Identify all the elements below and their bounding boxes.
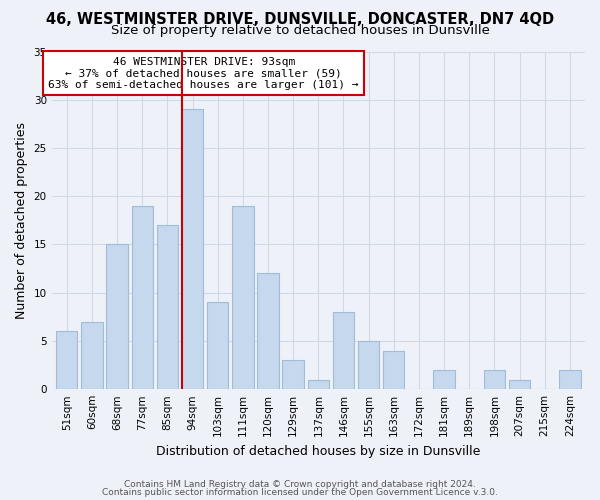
Bar (283, 360, 304, 389)
Bar (81, 322, 103, 389)
Text: Contains public sector information licensed under the Open Government Licence v.: Contains public sector information licen… (102, 488, 498, 497)
Bar (207, 302, 229, 389)
X-axis label: Distribution of detached houses by size in Dunsville: Distribution of detached houses by size … (156, 444, 481, 458)
Bar (484, 370, 505, 389)
Bar (433, 370, 455, 389)
Bar (131, 206, 153, 389)
Bar (257, 274, 279, 389)
Bar (308, 380, 329, 389)
Text: Contains HM Land Registry data © Crown copyright and database right 2024.: Contains HM Land Registry data © Crown c… (124, 480, 476, 489)
Bar (559, 370, 581, 389)
Text: 46, WESTMINSTER DRIVE, DUNSVILLE, DONCASTER, DN7 4QD: 46, WESTMINSTER DRIVE, DUNSVILLE, DONCAS… (46, 12, 554, 27)
Bar (333, 312, 354, 389)
Bar (232, 206, 254, 389)
Bar (383, 350, 404, 389)
Text: Size of property relative to detached houses in Dunsville: Size of property relative to detached ho… (110, 24, 490, 37)
Text: 46 WESTMINSTER DRIVE: 93sqm
← 37% of detached houses are smaller (59)
63% of sem: 46 WESTMINSTER DRIVE: 93sqm ← 37% of det… (49, 56, 359, 90)
Bar (157, 225, 178, 389)
Bar (358, 341, 379, 389)
Bar (509, 380, 530, 389)
Y-axis label: Number of detached properties: Number of detached properties (15, 122, 28, 319)
Bar (106, 244, 128, 389)
Bar (182, 110, 203, 389)
Bar (56, 332, 77, 389)
